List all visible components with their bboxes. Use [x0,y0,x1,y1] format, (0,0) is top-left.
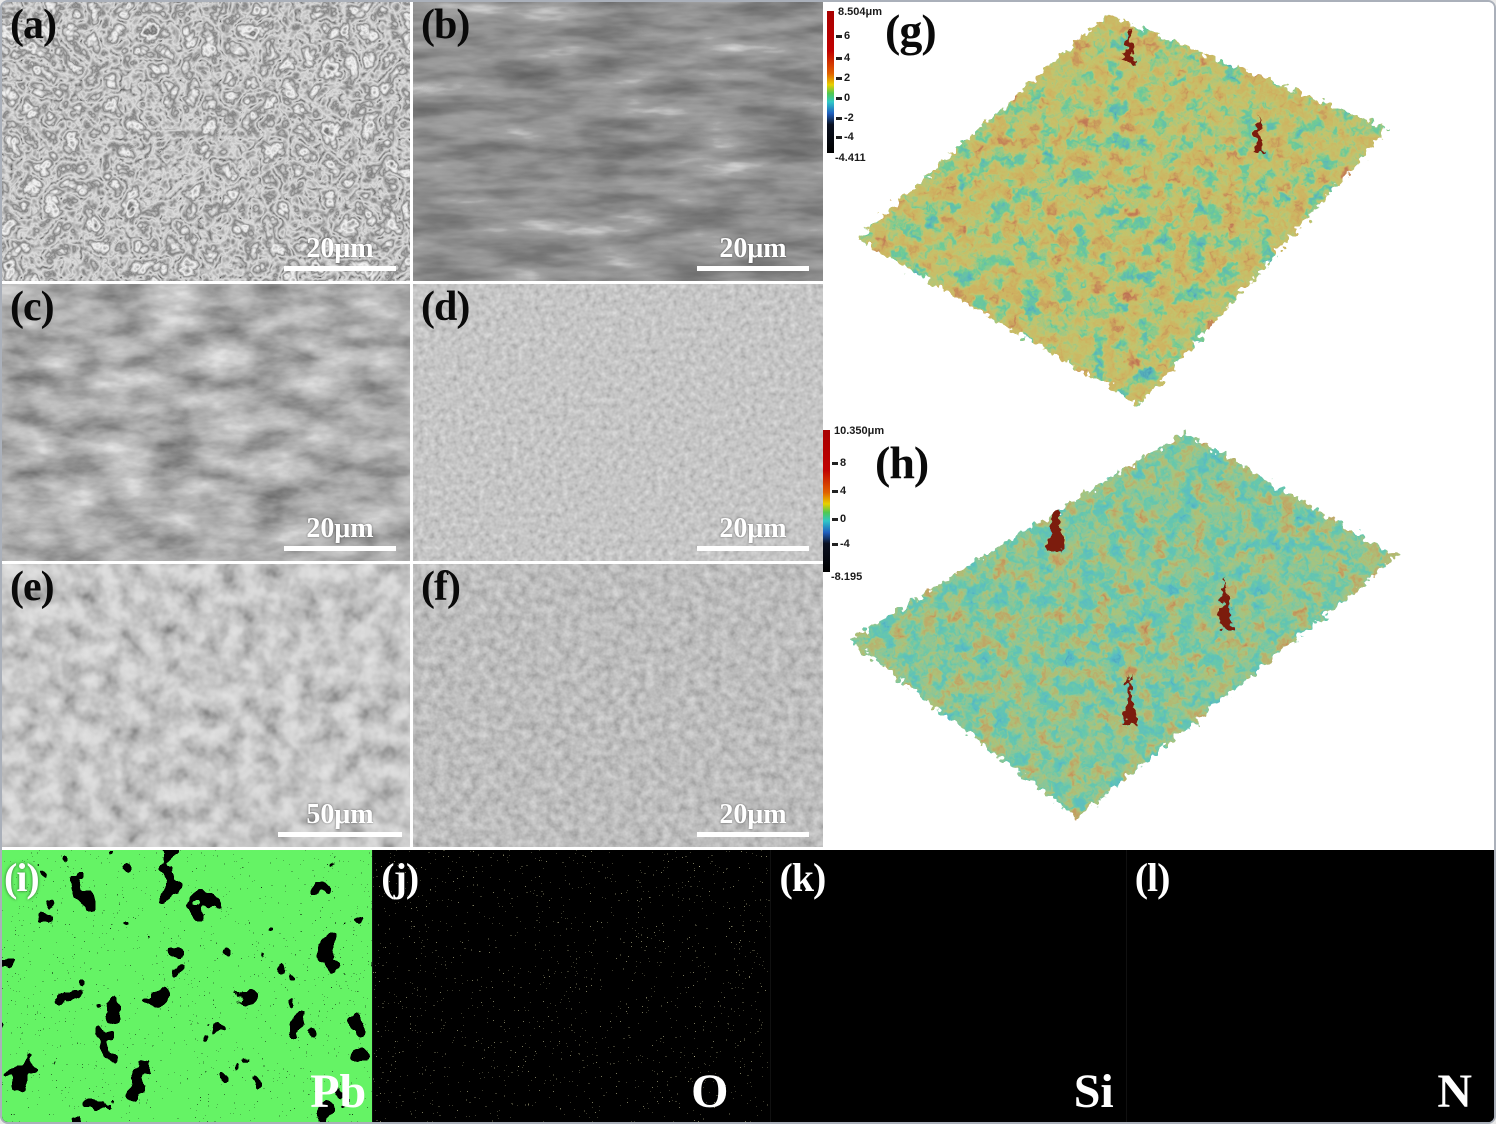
eds-panel-o: (j) O [372,850,771,1122]
sem-texture-b [413,2,823,281]
colorbar-gradient-h [823,430,830,572]
panel-label-e: (e) [10,564,55,610]
sem-micrograph-grid: (a) 20μm [2,2,823,847]
colorbar-tick: -4 [832,539,850,550]
panel-label-j: (j) [381,855,419,900]
element-label-n: N [1437,1065,1472,1118]
scale-bar-c: 20μm [284,515,396,551]
eds-panel-si: (k) Si [770,850,1126,1122]
colorbar-tick: 0 [832,514,846,525]
scale-bar-text: 50μm [306,799,374,830]
colorbar-tick: -4 [836,132,854,143]
colorbar-min-label: -4.411 [835,152,866,164]
colorbar-tick: 4 [832,486,846,497]
sem-panel-f: (f) 20μm [413,564,823,847]
eds-map-o [373,850,771,1122]
sem-panel-b: (b) 20μm [413,2,823,281]
eds-map-row: (i) Pb [2,850,1494,1122]
colorbar-max-label: 8.504μm [838,6,883,18]
colorbar-tick: 0 [836,93,850,104]
colorbar-h: 10.350μm 8 4 0 -4 -8.195 [823,425,895,583]
colorbar-max-label: 10.350μm [834,425,885,437]
eds-map-si [771,850,1126,1122]
scale-bar-d: 20μm [697,515,809,551]
panel-label-f: (f) [421,564,461,610]
panel-label-i: (i) [4,855,40,900]
panel-label-b: (b) [421,2,470,48]
scale-bar-line [284,266,396,271]
sem-texture-a [2,2,410,281]
element-label-si: Si [1073,1065,1114,1118]
panel-label-l: (l) [1134,855,1171,900]
surface-plot-g: 8.504μm 6 4 2 0 -2 -4 -4.411 (g) [823,2,1494,424]
panel-label-g: (g) [885,5,937,56]
sem-panel-c: (c) 20μm [2,284,410,561]
panel-label-c: (c) [10,284,55,330]
colorbar-tick: -2 [836,113,854,124]
eds-map-pb [2,850,373,1122]
sem-panel-a: (a) 20μm [2,2,410,281]
colorbar-min-label: -8.195 [831,571,863,583]
upper-section: (a) 20μm [2,2,1494,847]
scale-bar-e: 50μm [278,801,402,837]
panel-label-d: (d) [421,284,470,330]
panel-label-k: (k) [779,855,826,900]
scale-bar-text: 20μm [719,799,787,830]
scale-bar-line [697,546,809,551]
eds-panel-n: (l) N [1125,850,1494,1122]
sem-texture-d [413,284,823,561]
element-label-o: O [691,1065,729,1118]
scale-bar-b: 20μm [697,235,809,271]
scale-bar-line [697,832,809,837]
eds-panel-pb: (i) Pb [2,850,373,1122]
scale-bar-f: 20μm [697,801,809,837]
colorbar-tick: 8 [832,458,846,469]
sem-texture-f [413,564,823,847]
scale-bar-text: 20μm [306,233,374,264]
surface-plots-column: 8.504μm 6 4 2 0 -2 -4 -4.411 (g) [823,2,1494,847]
sem-texture-c [2,284,410,561]
element-label-pb: Pb [310,1065,367,1118]
scale-bar-text: 20μm [719,233,787,264]
scale-bar-text: 20μm [719,513,787,544]
colorbar-g: 8.504μm 6 4 2 0 -2 -4 -4.411 [827,6,899,164]
surface-3d-render-g [857,14,1388,405]
scale-bar-text: 20μm [306,513,374,544]
scale-bar-line [284,546,396,551]
surface-plot-h: 10.350μm 8 4 0 -4 -8.195 (h) [823,424,1494,847]
colorbar-tick: 6 [836,31,850,42]
scale-bar-a: 20μm [284,235,396,271]
sem-texture-e [2,564,410,847]
panel-label-a: (a) [10,2,57,48]
scale-bar-line [278,832,402,837]
scale-bar-line [697,266,809,271]
panel-label-h: (h) [875,437,929,488]
eds-map-n [1126,850,1494,1122]
sem-panel-d: (d) 20μm [413,284,823,561]
colorbar-tick: 2 [836,73,850,84]
surface-3d-render-h [849,432,1397,818]
colorbar-tick: 4 [836,53,850,64]
colorbar-gradient-g [827,11,834,153]
sem-panel-e: (e) 50μm [2,564,410,847]
